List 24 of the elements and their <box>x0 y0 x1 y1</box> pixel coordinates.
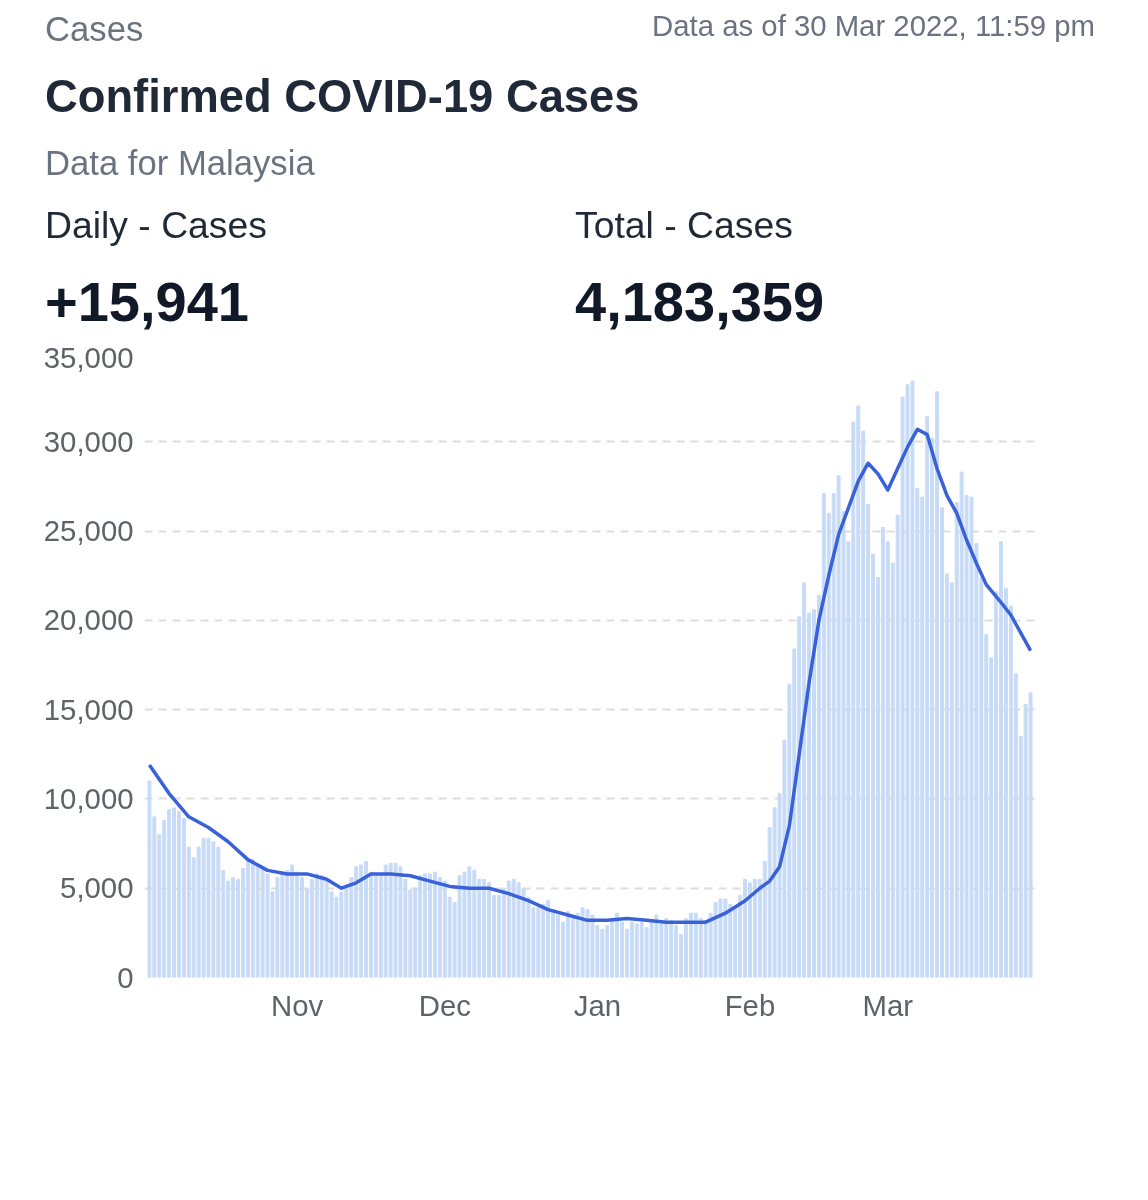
y-tick-label: 5,000 <box>60 871 134 905</box>
bar <box>147 780 152 978</box>
bar <box>1028 692 1033 978</box>
chart-subtitle: Data for Malaysia <box>45 143 315 185</box>
x-tick-label: Mar <box>862 988 914 1022</box>
y-tick-label: 20,000 <box>43 603 134 637</box>
x-tick-label: Jan <box>573 988 622 1022</box>
y-tick-label: 35,000 <box>43 340 134 374</box>
y-tick-label: 10,000 <box>43 782 134 816</box>
x-tick-label: Nov <box>271 988 324 1022</box>
text: 4,183,359 <box>575 269 825 336</box>
text: Data as of 30 Mar 2022, 11:59 pm <box>652 8 1095 44</box>
text: Daily - Cases <box>45 202 267 248</box>
x-tick-label: Feb <box>724 988 776 1022</box>
x-tick-label: Dec <box>418 988 471 1022</box>
y-tick-label: 25,000 <box>43 514 134 548</box>
chart-title: Confirmed COVID-19 Cases <box>45 69 640 124</box>
text: Total - Cases <box>575 202 793 248</box>
y-tick-label: 30,000 <box>43 424 134 458</box>
y-tick-label: 15,000 <box>43 692 134 726</box>
y-tick-label: 0 <box>117 960 134 994</box>
line-series <box>147 427 1033 925</box>
text: Cases <box>45 9 144 50</box>
text: +15,941 <box>45 269 249 336</box>
